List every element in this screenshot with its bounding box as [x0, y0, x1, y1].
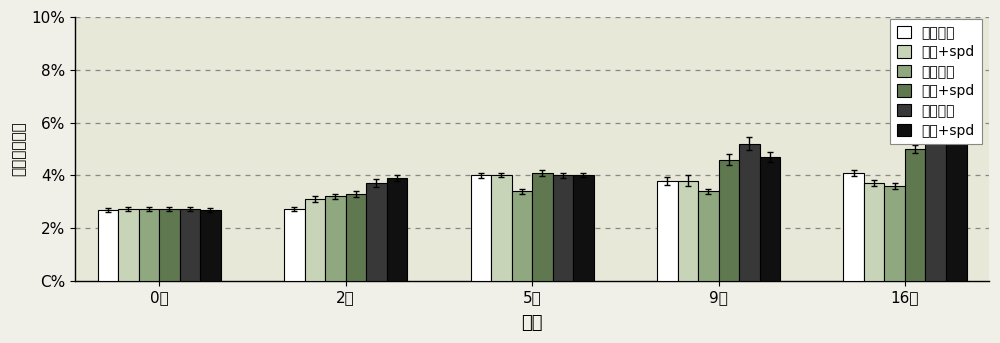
- Bar: [366, 183, 387, 281]
- Bar: [346, 194, 366, 281]
- Bar: [719, 159, 739, 281]
- Bar: [387, 178, 407, 281]
- Bar: [884, 186, 905, 281]
- Bar: [760, 157, 780, 281]
- Bar: [512, 191, 532, 281]
- Bar: [200, 210, 221, 281]
- Bar: [471, 175, 491, 281]
- Bar: [325, 197, 346, 281]
- Bar: [739, 144, 760, 281]
- Bar: [905, 149, 925, 281]
- Bar: [118, 209, 139, 281]
- Bar: [553, 175, 573, 281]
- Legend: 正常浇水, 正常+spd, 中度干旱, 中度+spd, 重度干旱, 重度+spd: 正常浇水, 正常+spd, 中度干旱, 中度+spd, 重度干旱, 重度+spd: [890, 19, 982, 144]
- Bar: [491, 175, 512, 281]
- Bar: [180, 209, 200, 281]
- Bar: [843, 173, 864, 281]
- Bar: [864, 183, 884, 281]
- Bar: [657, 181, 678, 281]
- Bar: [573, 175, 594, 281]
- Bar: [284, 209, 305, 281]
- Bar: [946, 131, 967, 281]
- Bar: [532, 173, 553, 281]
- Bar: [139, 209, 159, 281]
- Bar: [159, 209, 180, 281]
- Bar: [305, 199, 325, 281]
- Bar: [678, 181, 698, 281]
- X-axis label: 时间: 时间: [521, 314, 543, 332]
- Y-axis label: 可溢性糖含量: 可溢性糖含量: [11, 122, 26, 176]
- Bar: [98, 210, 118, 281]
- Bar: [698, 191, 719, 281]
- Bar: [925, 75, 946, 281]
